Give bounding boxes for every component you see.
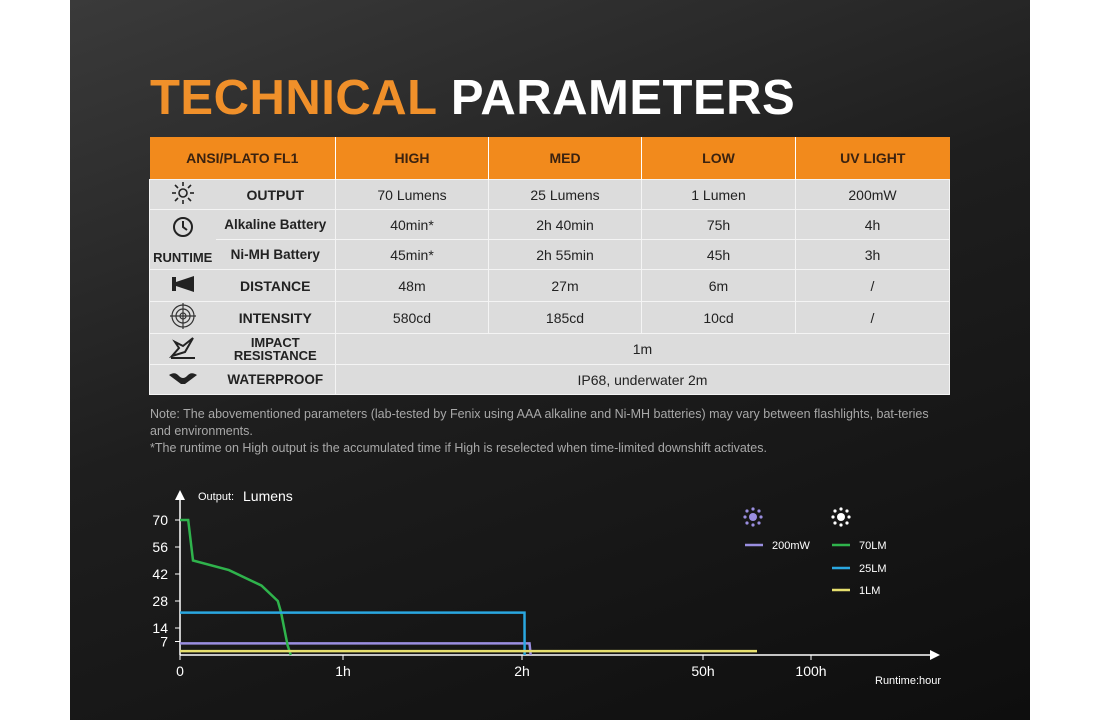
x-label: Runtime:hour [875,675,941,687]
x-tick-label: 2h [514,663,530,679]
sun-icon [171,182,194,204]
cell: 4h [795,209,950,240]
spec-table: ANSI/PLATO FL1 HIGH MED LOW UV LIGHT OUT… [149,137,950,395]
icon-cell [149,179,216,210]
cell: / [795,301,950,334]
icon-cell [149,333,216,365]
row: WATERPROOF IP68, underwater 2m [149,364,950,395]
note: Note: The abovementioned parameters (lab… [150,407,929,438]
header-cell: UV LIGHT [795,137,950,180]
light-icon [831,507,851,527]
cell: 40min* [335,209,489,240]
header-cell: MED [488,137,642,180]
note: *The runtime on High output is the accum… [150,441,767,455]
y-tick-label: 70 [152,512,168,528]
cell: 48m [335,269,489,302]
icon-cell [149,269,216,302]
cell: 200mW [795,179,950,210]
cell: 2h 55min [488,239,642,270]
uv-icon [743,507,763,527]
notes: Note: The abovementioned parameters (lab… [150,406,950,457]
title: TECHNICAL PARAMETERS [150,70,795,126]
header-cell: ANSI/PLATO FL1 [149,137,336,180]
cell: / [795,269,950,302]
row: INTENSITY 580cd 185cd 10cd / [149,301,950,334]
runtime-label: RUNTIME [153,249,213,265]
row: RUNTIME Alkaline Battery 40min* 2h 40min… [149,209,950,270]
title-part: TECHNICAL [150,71,437,125]
y-tick-label: 42 [152,566,168,582]
y-unit: Lumens [243,488,293,504]
legend-label: 200mW [772,540,811,552]
cell: 1 Lumen [641,179,796,210]
cell: 10cd [641,301,796,334]
cell: 580cd [335,301,489,334]
series-line [180,611,526,656]
row-label: IMPACT RESISTANCE [215,333,336,365]
y-tick-label: 28 [152,593,168,609]
x-tick-label: 50h [691,663,714,679]
row-label: DISTANCE [215,269,336,302]
y-tick-label: 7 [160,634,168,650]
beam-icon [171,276,194,292]
cell: 75h [641,209,796,240]
legend-label: 1LM [859,585,880,597]
cell: 185cd [488,301,642,334]
x-arrow [930,650,940,660]
legend-label: 25LM [859,563,887,575]
header-cell: HIGH [335,137,489,180]
icon-cell [149,301,216,334]
legend-label: 70LM [859,540,887,552]
cell: 45min* [335,239,489,270]
y-tick-label: 14 [152,620,168,636]
y-arrow [175,490,185,500]
cell: 1m [335,333,950,365]
cell: IP68, underwater 2m [335,364,950,395]
series-line [180,518,292,656]
cell: 27m [488,269,642,302]
cell: 45h [641,239,796,270]
clock-icon [172,216,193,237]
row-label: OUTPUT [215,179,336,210]
cell: 2h 40min [488,209,642,240]
icon-cell [149,364,216,395]
row-label: WATERPROOF [215,364,336,395]
y-label: Output: [198,491,234,503]
x-tick-label: 100h [795,663,826,679]
water-icon [168,373,197,384]
row: IMPACT RESISTANCE 1m [149,333,950,365]
row-label: INTENSITY [215,301,336,334]
impact-icon [168,336,195,359]
header-cell: LOW [641,137,796,180]
row-label: Alkaline Battery [215,209,336,240]
impact-label: IMPACT RESISTANCE [233,334,317,363]
x-tick-label: 0 [176,663,184,679]
header-row: ANSI/PLATO FL1 HIGH MED LOW UV LIGHT [149,137,950,180]
runtime-cell: RUNTIME [149,209,216,270]
row: Ni-MH Battery 45min* 2h 55min 45h 3h [150,239,950,270]
title-part: PARAMETERS [450,71,796,125]
row-label: Ni-MH Battery [215,239,336,270]
x-tick-label: 1h [335,663,351,679]
series-line [180,642,532,656]
target-icon [169,303,196,329]
y-tick-label: 56 [152,539,168,555]
cell: 3h [795,239,950,270]
